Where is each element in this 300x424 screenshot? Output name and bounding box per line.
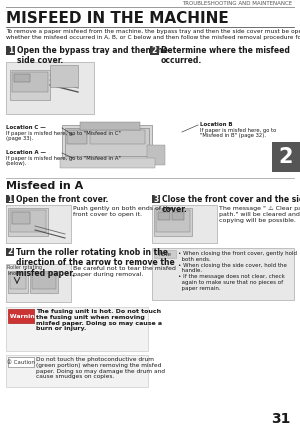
Bar [158,212,170,220]
Bar [6,195,14,203]
Bar [172,212,184,220]
Text: "Misfeed in B" (page 32).: "Misfeed in B" (page 32). [200,133,266,138]
Text: 2: 2 [279,147,293,167]
Bar [14,74,30,82]
Text: Location B: Location B [200,122,233,127]
Text: Roller rotating
knob: Roller rotating knob [7,265,42,276]
Text: Close the front cover and the side
cover.: Close the front cover and the side cover… [162,195,300,215]
Text: ⚠ Warning: ⚠ Warning [2,313,40,319]
Bar [6,307,148,351]
Bar [90,130,145,144]
Bar [152,195,160,203]
Bar [6,264,71,302]
Text: Location C —: Location C — [6,125,46,130]
Bar [50,65,78,87]
Text: Determine where the misfeed
occurred.: Determine where the misfeed occurred. [161,46,290,65]
Bar [6,205,71,243]
Text: ① Caution: ① Caution [7,360,35,365]
Bar [8,309,34,323]
Text: Do not touch the photoconductive drum
(green portion) when removing the misfed
p: Do not touch the photoconductive drum (g… [36,357,165,379]
Text: Location A —: Location A — [6,150,46,155]
Text: 3: 3 [153,195,159,204]
Text: 1: 1 [8,46,13,55]
Text: Misfeed in A: Misfeed in A [6,181,83,191]
Text: Be careful not to tear the misfed
paper during removal.: Be careful not to tear the misfed paper … [73,266,176,277]
Bar [6,248,14,256]
Bar [12,72,48,92]
Bar [152,205,217,243]
Text: TROUBLESHOOTING AND MAINTENANCE: TROUBLESHOOTING AND MAINTENANCE [182,1,292,6]
Bar [80,122,140,130]
Bar [60,158,155,168]
Bar [30,271,58,293]
Bar [8,208,48,236]
Bar [272,142,300,172]
Bar [6,46,15,55]
Text: (below).: (below). [6,161,27,166]
Bar [10,210,46,232]
Text: Open the front cover.: Open the front cover. [16,195,108,204]
Bar [32,273,56,289]
Text: If paper is misfed here, go to: If paper is misfed here, go to [200,128,276,133]
Text: To remove a paper misfeed from the machine, the bypass tray and then the side co: To remove a paper misfeed from the machi… [6,29,300,40]
Bar [8,271,28,293]
Text: The fusing unit is hot. Do not touch
the fusing unit when removing
misfed paper.: The fusing unit is hot. Do not touch the… [36,309,162,332]
Bar [147,145,165,165]
Text: Push gently on both ends of the
front cover to open it.: Push gently on both ends of the front co… [73,206,173,217]
Bar [154,250,176,258]
Bar [65,128,149,156]
Text: • When closing the front cover, gently hold
  both ends.
• When closing the side: • When closing the front cover, gently h… [178,251,297,291]
Bar [67,130,87,144]
Bar [6,355,148,387]
Text: The message " ⚠ Clear paper
path." will be cleared and
copying will be possible.: The message " ⚠ Clear paper path." will … [219,206,300,223]
Bar [154,208,192,236]
Text: 2: 2 [152,46,157,55]
Bar [8,357,34,367]
Text: 31: 31 [271,412,290,424]
Text: If paper is misfed here, go to "Misfeed in A": If paper is misfed here, go to "Misfeed … [6,156,121,161]
Text: 2: 2 [8,248,13,257]
Bar [156,210,190,232]
Text: Open the bypass tray and then the
side cover.: Open the bypass tray and then the side c… [17,46,168,65]
Bar [10,70,50,100]
Text: 1: 1 [8,195,13,204]
Text: Note: Note [158,251,172,257]
Bar [152,248,294,300]
Text: If paper is misfed here, go to "Misfeed in C": If paper is misfed here, go to "Misfeed … [6,131,121,136]
Bar [10,273,26,289]
Text: Turn the roller rotating knob in the
direction of the arrow to remove the
misfed: Turn the roller rotating knob in the dir… [16,248,175,278]
Bar [6,62,94,114]
Bar [12,212,30,224]
Bar [62,125,152,165]
Text: MISFEED IN THE MACHINE: MISFEED IN THE MACHINE [6,11,229,26]
Text: (page 33).: (page 33). [6,136,33,141]
Bar [150,46,159,55]
